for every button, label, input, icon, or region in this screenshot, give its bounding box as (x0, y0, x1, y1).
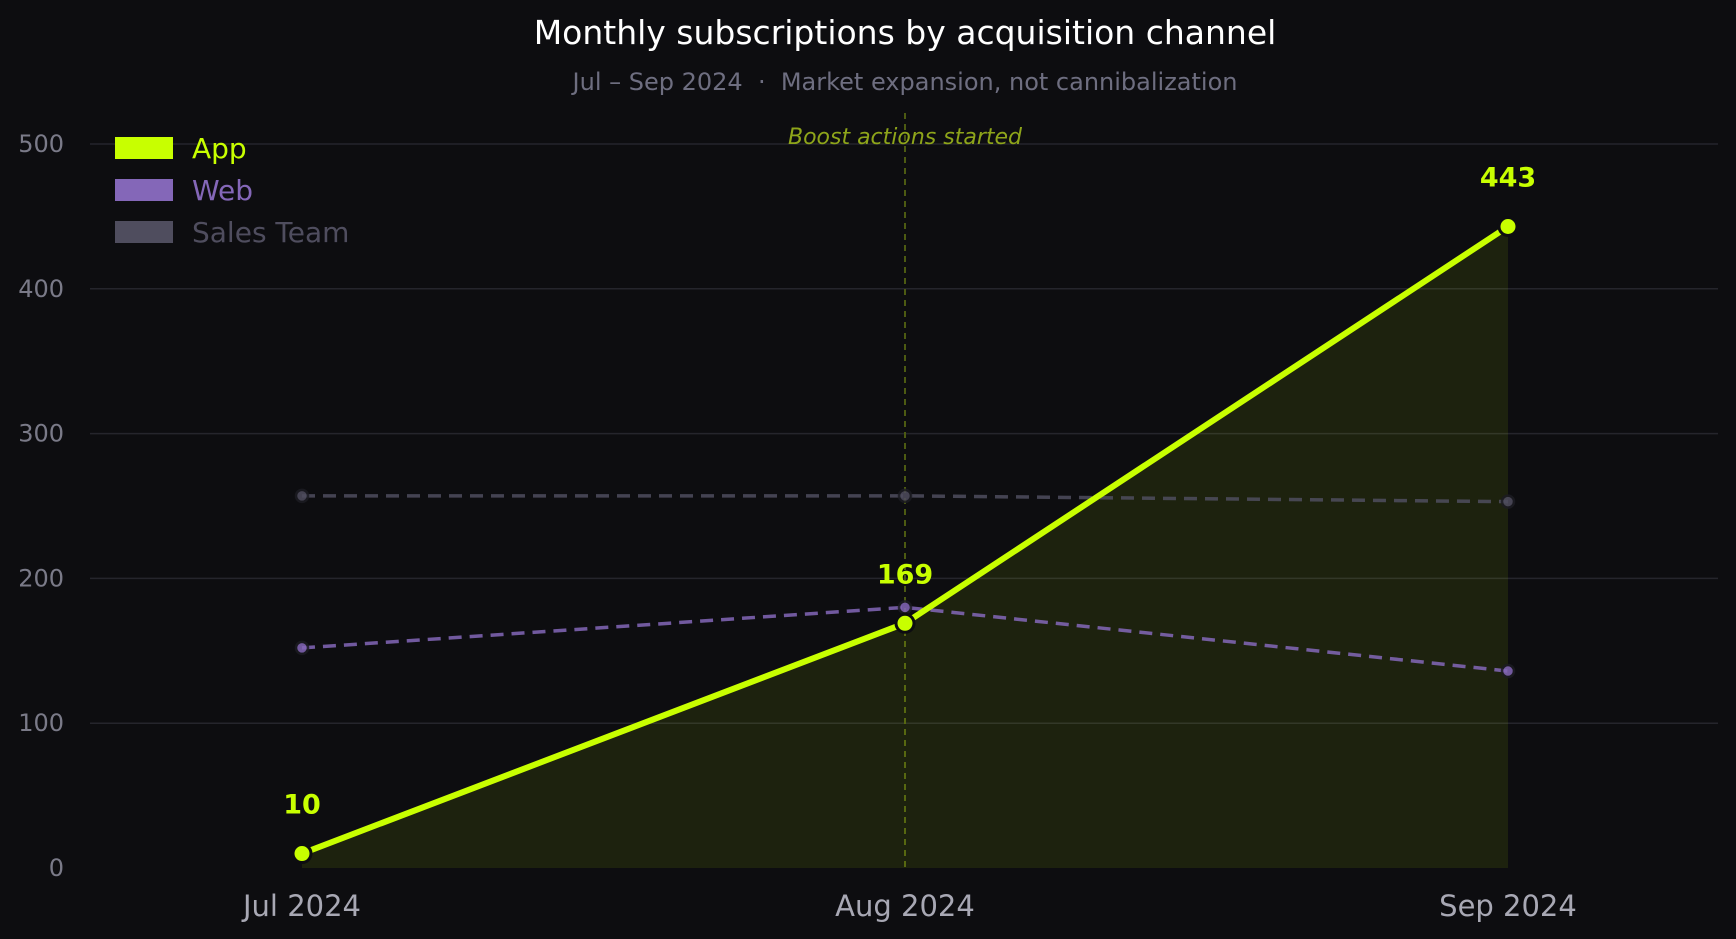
legend-swatch-web (115, 179, 173, 201)
y-tick-label-500: 500 (18, 130, 64, 158)
legend-label-app: App (192, 132, 247, 165)
area-app (302, 226, 1508, 868)
x-tick-label-jul-2024: Jul 2024 (241, 889, 361, 923)
axis-layer: 0 100 200 300 400 500 Jul 2024 Aug 2024 Sep 2024 (18, 130, 1577, 923)
point-app-aug-2024 (894, 612, 916, 634)
point-web-sep-2024 (1500, 663, 1516, 679)
legend-swatch-app (115, 137, 173, 159)
series-layer (291, 216, 1519, 865)
annotation-label: Boost actions started (788, 125, 1023, 150)
point-web-jul-2024 (294, 640, 310, 656)
data-label-app-sep-2024: 443 (1480, 163, 1536, 194)
x-tick-label-aug-2024: Aug 2024 (835, 889, 975, 923)
point-sales-team-jul-2024 (294, 488, 310, 504)
legend-swatch-sales-team (115, 221, 173, 243)
area-layer (302, 226, 1508, 868)
legend-label-web: Web (192, 174, 253, 207)
y-tick-label-200: 200 (18, 564, 64, 592)
x-tick-label-sep-2024: Sep 2024 (1439, 889, 1577, 923)
point-app-jul-2024 (291, 843, 313, 865)
legend: App Web Sales Team (115, 132, 349, 249)
data-label-layer: 10 169 443 (283, 163, 1536, 821)
y-tick-label-0: 0 (49, 854, 64, 882)
chart-subtitle: Jul – Sep 2024 · Market expansion, not c… (571, 68, 1238, 96)
y-tick-label-400: 400 (18, 275, 64, 303)
y-tick-label-100: 100 (18, 709, 64, 737)
point-app-sep-2024 (1497, 216, 1519, 238)
point-sales-team-aug-2024 (897, 488, 913, 504)
point-web-aug-2024 (897, 600, 913, 615)
y-tick-label-300: 300 (18, 420, 64, 448)
line-web (301, 605, 1509, 673)
data-label-app-jul-2024: 10 (283, 790, 321, 821)
data-label-app-aug-2024: 169 (877, 559, 933, 590)
chart-title: Monthly subscriptions by acquisition cha… (534, 13, 1277, 52)
point-sales-team-sep-2024 (1500, 494, 1516, 509)
legend-label-sales-team: Sales Team (192, 216, 349, 249)
line-sales-team (302, 494, 1509, 504)
